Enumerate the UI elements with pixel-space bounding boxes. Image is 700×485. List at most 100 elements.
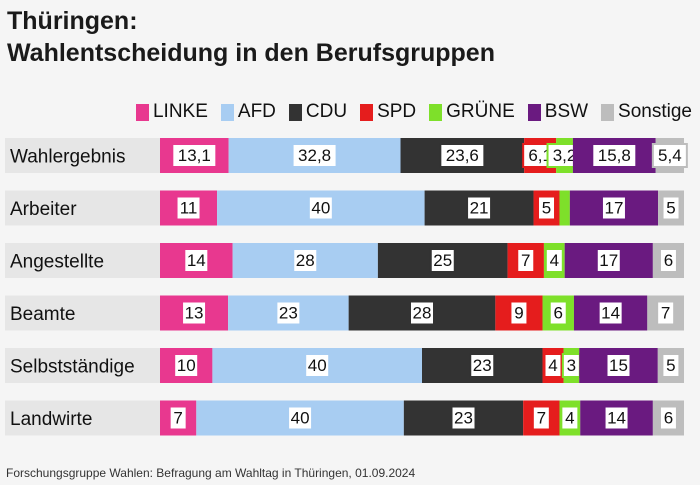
value-label: 6 — [664, 251, 673, 270]
value-label: 4 — [565, 409, 574, 428]
legend-item-grüne: GRÜNE — [429, 101, 515, 123]
value-label-box — [544, 248, 564, 273]
value-label: 28 — [413, 304, 432, 323]
value-label-box — [291, 143, 338, 168]
legend-label: GRÜNE — [446, 101, 515, 122]
category-label: Landwirte — [10, 409, 92, 430]
value-label-box — [175, 195, 202, 221]
bar-segment-grüne — [559, 190, 570, 226]
value-label-box — [597, 300, 624, 326]
value-label: 3,2 — [553, 146, 577, 165]
value-label-box — [181, 300, 208, 326]
value-label: 5 — [666, 199, 675, 218]
legend-item-sonstige: Sonstige — [601, 101, 692, 123]
value-label-box — [548, 300, 568, 326]
value-label: 5 — [666, 356, 675, 375]
value-label: 17 — [604, 199, 623, 218]
legend-item-bsw: BSW — [527, 101, 589, 123]
value-label: 4 — [548, 356, 557, 375]
value-label-box — [509, 300, 529, 326]
row-label-bg — [5, 138, 160, 173]
value-label-box — [560, 405, 580, 431]
value-label-box — [537, 195, 557, 221]
value-label: 25 — [433, 251, 452, 270]
legend-label: AFD — [237, 101, 276, 122]
value-label-box — [595, 248, 622, 273]
value-label-box — [591, 143, 638, 168]
value-label-box — [605, 353, 632, 378]
category-label: Beamte — [10, 304, 75, 325]
value-label-box — [287, 405, 314, 431]
legend-swatch — [288, 103, 302, 121]
value-label-box — [466, 195, 493, 221]
legend-swatch — [360, 103, 374, 121]
value-label-box — [275, 300, 302, 326]
title-line-1: Thüringen: — [7, 7, 138, 35]
legend-label: CDU — [305, 101, 348, 122]
value-label: 32,8 — [298, 146, 331, 165]
bar-row: Angestellte 14 28 25 7 4 17 6 — [5, 243, 684, 278]
value-label: 21 — [470, 199, 489, 218]
legend-swatch — [601, 103, 615, 121]
value-label: 9 — [514, 304, 523, 323]
value-label-box — [439, 143, 486, 168]
row-label-bg — [5, 400, 160, 436]
row-label-bg — [5, 295, 160, 331]
value-label: 23 — [473, 356, 492, 375]
value-label: 6 — [554, 304, 563, 323]
value-label: 4 — [550, 251, 559, 270]
legend-item-spd: SPD — [360, 101, 416, 123]
legend-item-cdu: CDU — [288, 101, 348, 123]
value-label-box — [543, 353, 563, 378]
value-label: 23 — [279, 304, 298, 323]
legend-swatch — [429, 103, 443, 121]
row-label-bg — [5, 243, 160, 278]
value-label-box — [656, 300, 676, 326]
legend-swatch — [527, 103, 541, 121]
value-label-box — [661, 195, 681, 221]
value-label: 13,1 — [178, 146, 211, 165]
value-label-box — [450, 405, 477, 431]
value-label: 14 — [187, 251, 206, 270]
category-label: Angestellte — [10, 252, 104, 273]
value-label: 7 — [173, 409, 182, 428]
value-label-box — [651, 143, 688, 168]
value-label: 11 — [180, 199, 198, 218]
value-label-box — [516, 248, 536, 273]
value-label: 14 — [601, 304, 620, 323]
value-label-box — [658, 405, 678, 431]
legend-label: Sonstige — [618, 101, 692, 122]
legend-label: SPD — [377, 101, 417, 122]
value-label-box — [173, 353, 200, 378]
value-label: 3 — [567, 356, 576, 375]
bar-row: Beamte 13 23 28 9 6 14 7 — [5, 295, 684, 331]
legend-label: LINKE — [152, 101, 208, 122]
bar-row: Wahlergebnis 13,1 32,8 23,6 6,1 3,2 15,8 5,4 — [5, 138, 688, 173]
legend-label: BSW — [544, 101, 589, 122]
row-label-bg — [5, 190, 160, 226]
value-label: 40 — [291, 409, 310, 428]
chart-legend: LINKE AFD CDU SPD GRÜNE BSW Sonstige — [135, 100, 692, 124]
value-label-box — [183, 248, 210, 273]
value-label-box — [600, 195, 627, 221]
chart-title: Thüringen: Wahlentscheidung in den Beruf… — [7, 5, 495, 69]
value-label-box — [171, 143, 218, 168]
value-label-box — [304, 353, 331, 378]
category-label: Wahlergebnis — [10, 147, 125, 168]
value-label-box — [658, 248, 678, 273]
value-label-box — [661, 353, 681, 378]
value-label: 23,6 — [446, 146, 479, 165]
value-label: 40 — [311, 199, 330, 218]
value-label: 10 — [177, 356, 196, 375]
value-label-box — [469, 353, 496, 378]
value-label-box — [531, 405, 551, 431]
value-label-box — [292, 248, 319, 273]
bar-row: Selbstständige 10 40 23 4 3 15 5 — [5, 348, 684, 383]
bar-row: Arbeiter 11 40 21 5 17 5 — [5, 190, 684, 226]
legend-swatch — [135, 103, 149, 121]
value-label: 5 — [542, 199, 551, 218]
value-label-box — [168, 405, 188, 431]
value-label-box — [603, 405, 630, 431]
value-label: 17 — [599, 251, 618, 270]
